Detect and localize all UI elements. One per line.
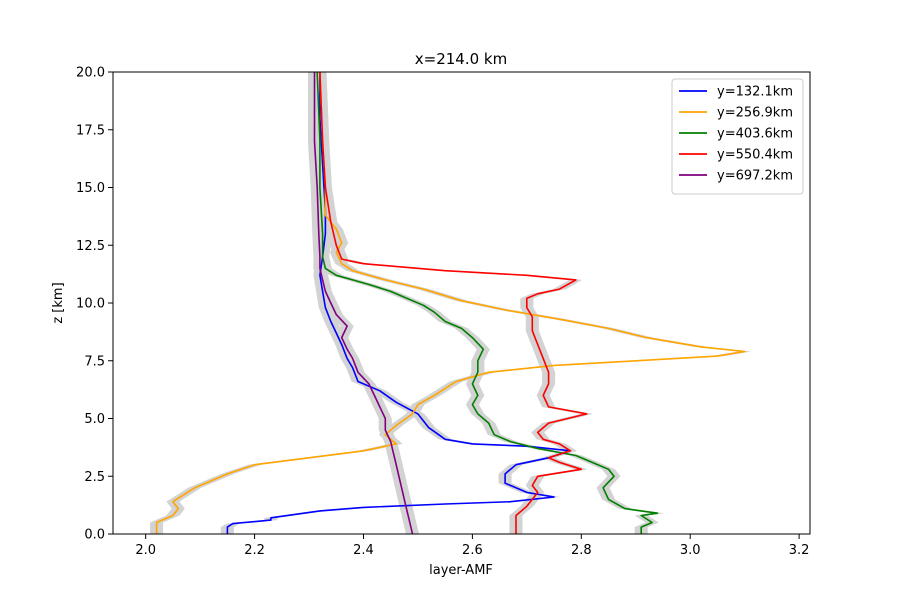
series-line-2 bbox=[155, 72, 746, 534]
y-tick-label: 15.0 bbox=[76, 181, 105, 196]
series-line-4 bbox=[319, 72, 588, 534]
y-tick-label: 7.5 bbox=[84, 354, 105, 369]
x-tick-label: 2.0 bbox=[135, 543, 156, 558]
y-tick-label: 2.5 bbox=[84, 470, 105, 485]
y-tick-label: 12.5 bbox=[76, 239, 105, 254]
x-tick-label: 3.0 bbox=[680, 543, 701, 558]
series-line-5 bbox=[313, 72, 414, 534]
uncertainty-band bbox=[310, 72, 665, 534]
legend-entry-label: y=403.6km bbox=[717, 127, 793, 142]
x-axis-label: layer-AMF bbox=[429, 563, 493, 578]
y-tick-label: 10.0 bbox=[76, 297, 105, 312]
series-lines bbox=[155, 72, 746, 534]
x-axis: 2.0 2.2 2.4 2.6 2.8 3.0 3.2 bbox=[135, 534, 809, 558]
y-tick-label: 17.5 bbox=[76, 123, 105, 138]
legend-entry-label: y=256.9km bbox=[717, 106, 793, 121]
y-tick-label: 0.0 bbox=[84, 528, 105, 543]
series-line-3 bbox=[316, 72, 659, 534]
legend-entry-label: y=697.2km bbox=[717, 169, 793, 184]
uncertainty-band bbox=[307, 72, 420, 534]
legend-box bbox=[671, 78, 804, 195]
uncertainty-band bbox=[150, 72, 752, 534]
series-line-1 bbox=[226, 72, 572, 534]
uncertainty-band bbox=[313, 72, 594, 534]
y-tick-label: 20.0 bbox=[76, 66, 105, 81]
chart-title: x=214.0 km bbox=[415, 50, 507, 68]
legend: y=132.1km y=256.9km y=403.6km y=550.4km y=69… bbox=[671, 78, 804, 195]
x-tick-label: 2.2 bbox=[244, 543, 265, 558]
uncertainty-bands bbox=[150, 72, 752, 534]
x-tick-label: 3.2 bbox=[789, 543, 810, 558]
y-axis: 0.0 2.5 5.0 7.5 10.0 12.5 15.0 17.5 20.0 bbox=[76, 66, 113, 543]
x-tick-label: 2.6 bbox=[462, 543, 483, 558]
y-axis-label: z [km] bbox=[51, 282, 66, 323]
x-tick-label: 2.4 bbox=[353, 543, 374, 558]
legend-entry-label: y=550.4km bbox=[717, 148, 793, 163]
legend-entry-label: y=132.1km bbox=[717, 85, 793, 100]
x-tick-label: 2.8 bbox=[571, 543, 592, 558]
y-tick-label: 5.0 bbox=[84, 412, 105, 427]
